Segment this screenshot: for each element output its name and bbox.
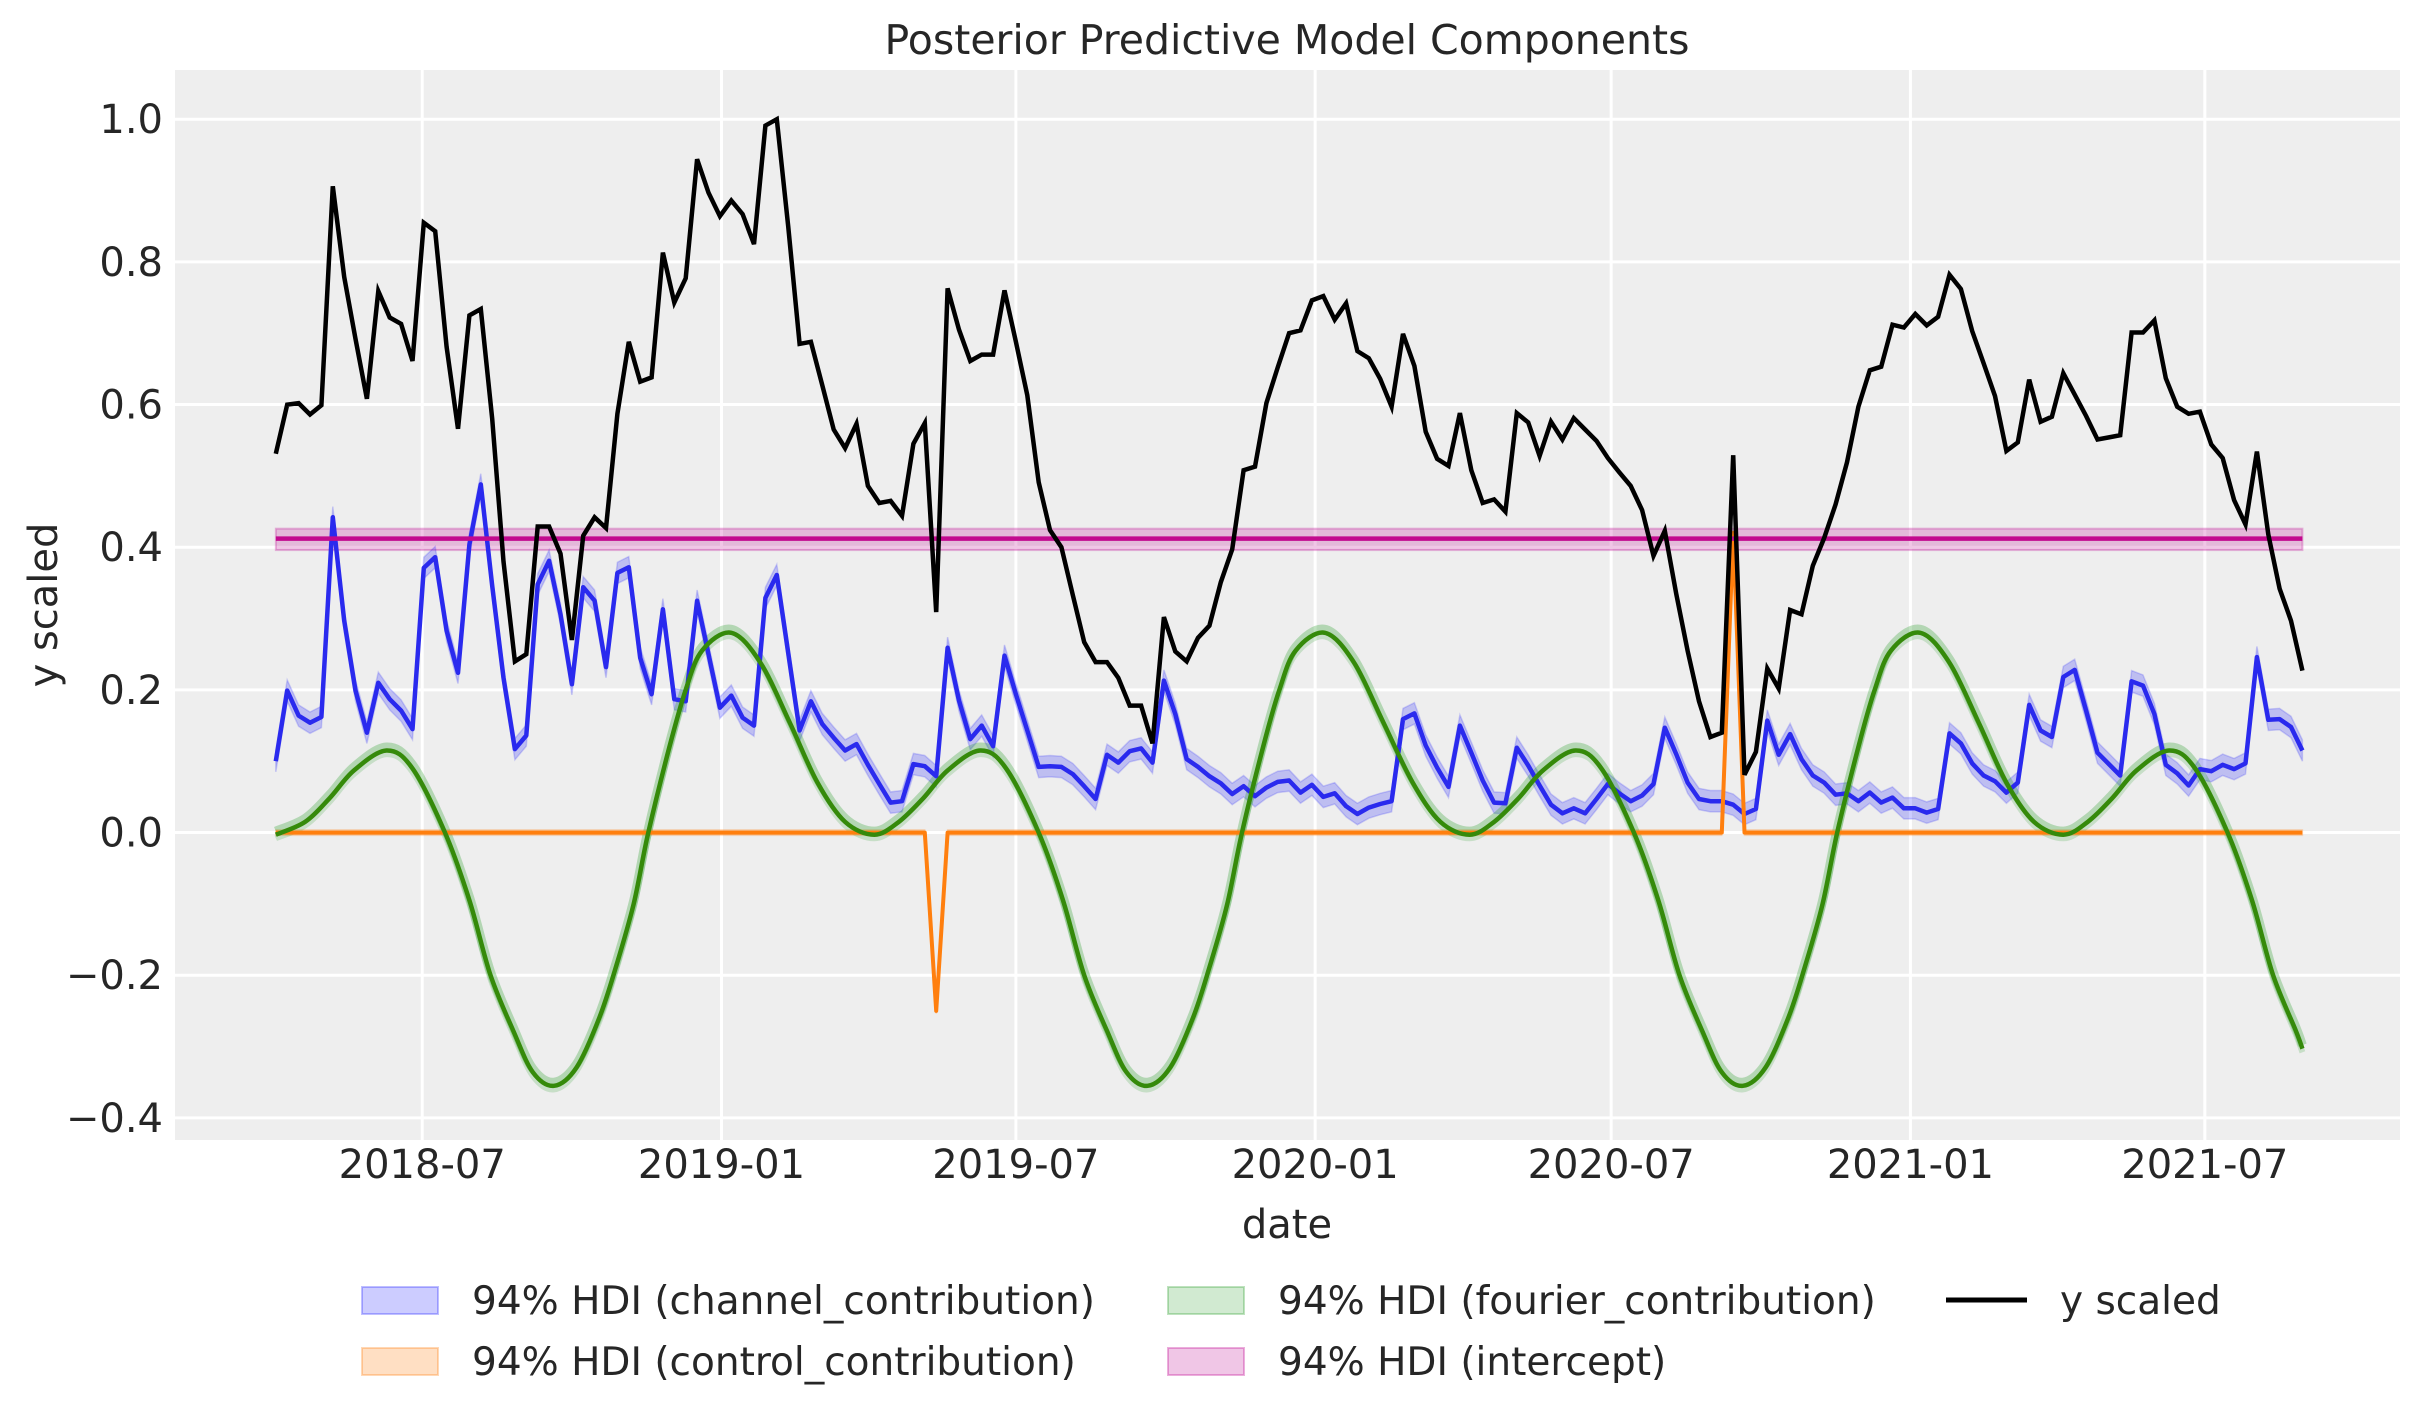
y-axis-label: y scaled (21, 523, 67, 688)
x-tick-label: 2018-07 (339, 1142, 506, 1188)
plot-background (175, 70, 2400, 1140)
legend-item-control: 94% HDI (control_contribution) (361, 1340, 1076, 1385)
x-tick-labels: 2018-07 2019-01 2019-07 2020-01 2020-07 2021-… (339, 1142, 2289, 1188)
x-tick-label: 2021-01 (1827, 1142, 1994, 1188)
legend-patch-fourier (1167, 1286, 1245, 1315)
control-contribution-line (275, 531, 2303, 1013)
legend-label-control: 94% HDI (control_contribution) (472, 1340, 1076, 1385)
x-tick-label: 2019-01 (638, 1142, 805, 1188)
x-tick-label: 2021-07 (2121, 1142, 2288, 1188)
channel-contribution-line (273, 482, 2305, 817)
y-scaled-line (273, 115, 2305, 776)
y-tick-label: −0.2 (66, 953, 163, 999)
y-tick-label: 0.4 (99, 525, 163, 571)
x-axis-label: date (1242, 1202, 1332, 1248)
y-tick-label: 0.2 (99, 668, 163, 714)
y-tick-label: 0.0 (99, 811, 163, 857)
legend: 94% HDI (channel_contribution) 94% HDI (… (361, 1279, 2221, 1385)
x-tick-label: 2019-07 (932, 1142, 1099, 1188)
chart-title: Posterior Predictive Model Components (885, 16, 1690, 64)
legend-label-y-scaled: y scaled (2060, 1279, 2221, 1324)
legend-patch-intercept (1167, 1347, 1245, 1376)
x-tick-label: 2020-07 (1528, 1142, 1695, 1188)
fourier-contribution-line (274, 630, 2305, 1089)
legend-item-fourier: 94% HDI (fourier_contribution) (1167, 1279, 1876, 1324)
series-layer (273, 115, 2307, 1093)
x-tick-label: 2020-01 (1232, 1142, 1399, 1188)
y-tick-label: 0.6 (99, 383, 163, 429)
legend-label-intercept: 94% HDI (intercept) (1278, 1340, 1666, 1385)
y-tick-labels: −0.4 −0.2 0.0 0.2 0.4 0.6 0.8 1.0 (66, 97, 163, 1142)
y-tick-label: 1.0 (99, 97, 163, 143)
y-tick-label: 0.8 (99, 240, 163, 286)
legend-label-fourier: 94% HDI (fourier_contribution) (1278, 1279, 1876, 1324)
legend-item-y-scaled: y scaled (1946, 1279, 2221, 1324)
legend-item-intercept: 94% HDI (intercept) (1167, 1340, 1666, 1385)
legend-item-channel: 94% HDI (channel_contribution) (361, 1279, 1095, 1324)
y-tick-label: −0.4 (66, 1096, 163, 1142)
legend-label-channel: 94% HDI (channel_contribution) (472, 1279, 1095, 1324)
legend-patch-channel (361, 1286, 439, 1315)
legend-patch-control (361, 1347, 439, 1376)
